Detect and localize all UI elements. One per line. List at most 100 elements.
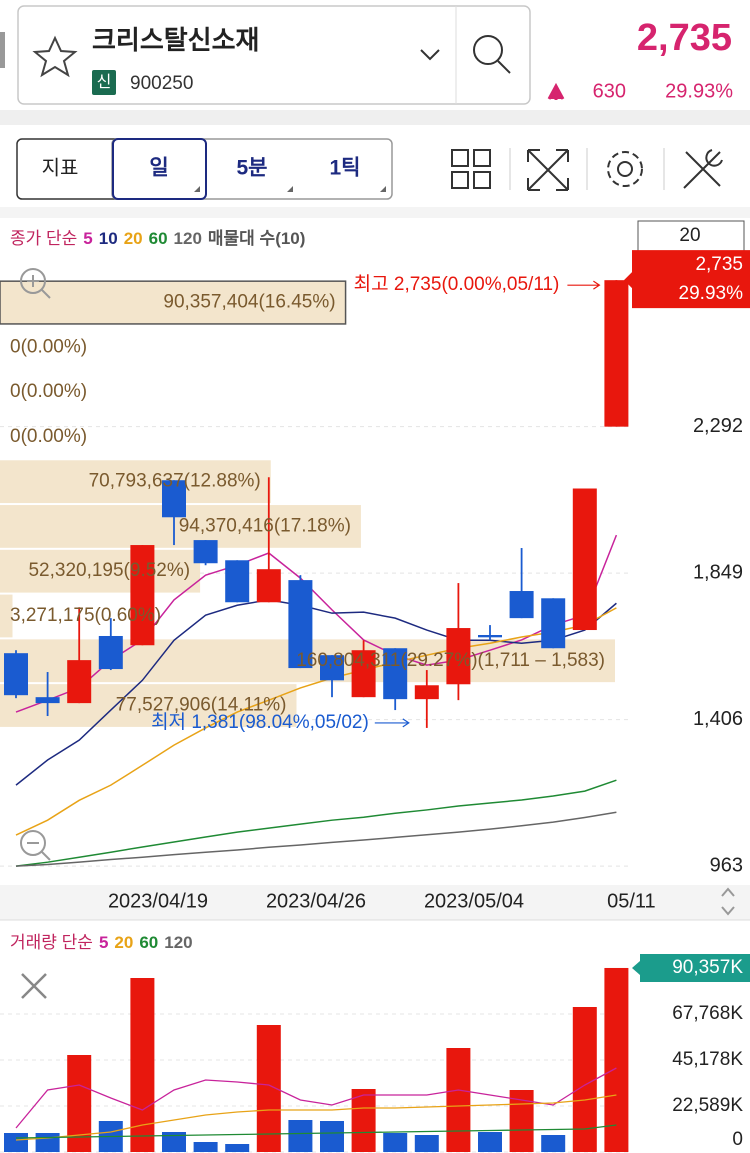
- volume-tag: [632, 953, 750, 982]
- price: 2,735: [637, 17, 732, 59]
- volume-profile-label: 94,370,416(17.18%): [179, 515, 351, 536]
- candle-body: [541, 598, 566, 649]
- moving-average: [15, 607, 617, 836]
- volume-bar: [446, 1048, 471, 1152]
- candle-body: [193, 540, 218, 564]
- low-note: 최저 1,381(98.04%,05/02): [151, 711, 369, 733]
- candle-body: [478, 634, 502, 638]
- legend-entry: 5: [99, 933, 108, 952]
- candle-body: [35, 697, 60, 704]
- stock-selector[interactable]: [17, 5, 531, 105]
- button-label[interactable]: 5분: [237, 157, 268, 180]
- legend-entry: 20: [114, 933, 133, 952]
- legend: 종가 단순 5 10 20 60 120 매물대 수(10): [10, 229, 305, 248]
- separator: [0, 207, 750, 218]
- button-label: 지표: [42, 156, 79, 179]
- volume-profile-label: 90,357,404(16.45%): [163, 292, 335, 313]
- corner-marks: [194, 186, 386, 192]
- button-label: 일: [149, 157, 168, 180]
- y-tick-label: 1,406: [693, 708, 743, 730]
- volume-bar: [193, 1142, 218, 1152]
- volume-profile-bar: [0, 549, 201, 593]
- volume-tag-label: 90,357K: [672, 957, 743, 978]
- price-tag-pct: 29.93%: [679, 283, 744, 304]
- badge-bg: [92, 70, 116, 95]
- moving-average: [15, 779, 617, 867]
- zoom-in[interactable]: [20, 268, 51, 299]
- y-tick-label: 1,849: [693, 561, 743, 583]
- volume-profile-label: 52,320,195(9.52%): [28, 560, 190, 581]
- candle-body: [67, 660, 92, 704]
- legend-prefix: 거래량 단순: [10, 933, 93, 952]
- candle-body: [446, 628, 471, 685]
- volume-bar: [225, 1144, 250, 1152]
- candle-body: [225, 560, 250, 603]
- volume-bar: [572, 1007, 597, 1152]
- change-pct: 29.93%: [665, 80, 733, 102]
- axis-scroll[interactable]: [721, 887, 735, 916]
- volume-profile-label: 0(0.00%): [10, 426, 87, 447]
- change: 630: [593, 80, 626, 102]
- settings-icon[interactable]: [607, 151, 643, 187]
- fullscreen-icon[interactable]: [527, 149, 569, 191]
- legend-entry: 120: [174, 229, 202, 248]
- x-tick-label: 05/11: [607, 890, 656, 912]
- period-day[interactable]: [112, 138, 207, 200]
- x-axis-strip: [0, 885, 750, 920]
- candle-body: [320, 655, 344, 681]
- volume-profile-label: 3,271,175(0.60%): [10, 605, 161, 626]
- legend-entry: 120: [164, 933, 192, 952]
- volume-bar: [541, 1135, 566, 1152]
- y-tick-label: 0: [732, 1129, 743, 1150]
- candle-body: [256, 569, 281, 603]
- volume-profile-bar: [0, 280, 347, 325]
- low-arrow: [374, 718, 410, 728]
- price-tag-price: 2,735: [695, 254, 743, 275]
- candle-body: [288, 580, 313, 669]
- volume-profile-label: 70,793,637(12.88%): [89, 471, 261, 492]
- favorite-star[interactable]: [32, 35, 78, 78]
- volume-average: [15, 1124, 617, 1139]
- volume-bar: [478, 1132, 502, 1152]
- legend: 거래량 단순 5 20 60 120: [10, 933, 193, 952]
- candle-body: [4, 653, 28, 696]
- candle-body: [604, 280, 629, 427]
- volume-profile-label: 160,804,311(29.27%)(1,711 – 1,583): [296, 650, 605, 671]
- candle-body: [572, 488, 597, 631]
- volume-bar: [383, 1133, 408, 1152]
- y-tick-label: 2,292: [693, 415, 743, 437]
- legend-entry: 5: [83, 229, 92, 248]
- volume-average: [15, 1094, 617, 1141]
- y-tick-label: 963: [710, 854, 743, 876]
- layout-icon[interactable]: [451, 149, 491, 189]
- stock-code: 900250: [130, 73, 193, 94]
- dropdown[interactable]: [420, 49, 440, 61]
- candle-body: [351, 650, 376, 698]
- edge-tab: [0, 32, 5, 68]
- volume-bar: [320, 1121, 344, 1152]
- volume-bar: [604, 967, 629, 1152]
- separator: [0, 110, 750, 125]
- period-count: 20: [679, 225, 700, 246]
- close-volume[interactable]: [21, 973, 47, 999]
- legend-entry: 10: [99, 229, 118, 248]
- volume-profile-bar: [0, 594, 13, 638]
- candle-body: [162, 480, 186, 518]
- volume-bar: [414, 1135, 439, 1152]
- volume-profile-bar: [0, 460, 271, 504]
- volume-profile-label: 0(0.00%): [10, 381, 87, 402]
- volume-bar: [162, 1132, 186, 1152]
- volume-bar: [288, 1120, 313, 1152]
- price-tag: [624, 250, 750, 309]
- high-arrow: [567, 280, 601, 290]
- y-tick-label: 67,768K: [672, 1003, 743, 1024]
- candle-body: [130, 545, 155, 646]
- legend-entry: 60: [139, 933, 158, 952]
- search[interactable]: [473, 35, 511, 74]
- zoom-out[interactable]: [20, 830, 51, 861]
- button-label[interactable]: 1틱: [330, 157, 361, 180]
- up-arrow: [547, 82, 565, 100]
- legend-suffix: 매물대 수(10): [208, 229, 306, 248]
- tools-icon[interactable]: [683, 149, 723, 189]
- volume-average: [15, 1067, 617, 1129]
